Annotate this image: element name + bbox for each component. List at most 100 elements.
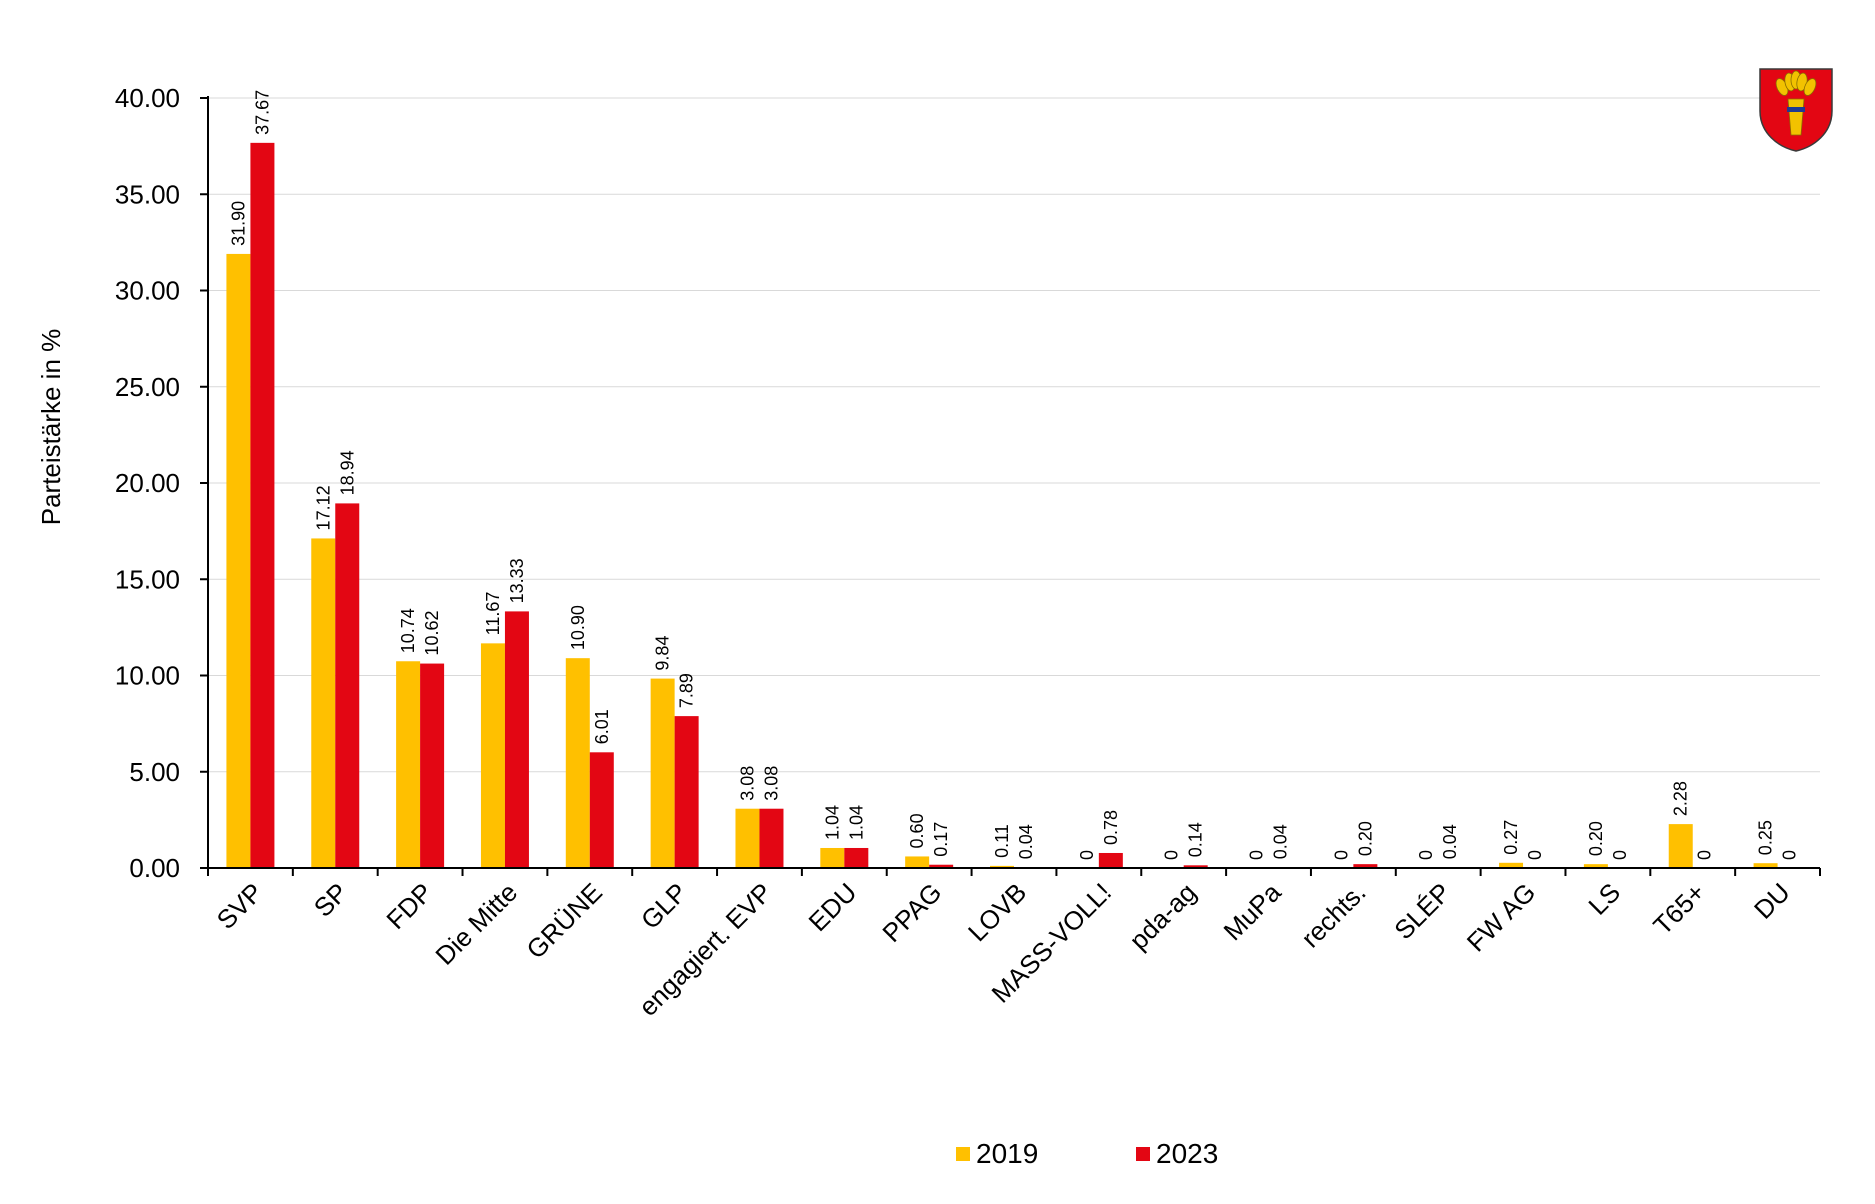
bar-2023-6	[759, 808, 784, 868]
bar-2023-5	[674, 716, 699, 868]
data-label-2019-10: 0	[1077, 850, 1097, 860]
category-label-5: GLP	[635, 877, 693, 935]
data-label-2023-14: 0.04	[1440, 824, 1460, 859]
bar-2019-5	[650, 678, 675, 868]
category-label-2: FDP	[380, 877, 438, 935]
legend: 2019 2023	[956, 1138, 1218, 1169]
coat-of-arms-wheat-sheaf-icon	[1759, 68, 1833, 152]
data-label-2019-13: 0	[1331, 850, 1351, 860]
bar-2019-3	[480, 643, 505, 868]
y-tick-label: 5.00	[129, 757, 180, 787]
bar-2019-18	[1753, 863, 1778, 868]
bar-2023-3	[504, 611, 529, 868]
bar-2019-1	[311, 538, 336, 868]
data-label-2023-17: 0	[1695, 850, 1715, 860]
bar-2023-7	[844, 847, 869, 868]
bars	[226, 142, 1778, 869]
data-label-2023-11: 0.14	[1186, 822, 1206, 857]
y-axis-title: Parteistärke in %	[36, 329, 66, 526]
bar-2023-1	[335, 503, 360, 868]
data-label-2023-3: 13.33	[507, 558, 527, 603]
category-label-16: LS	[1582, 877, 1626, 921]
data-label-2023-8: 0.17	[931, 822, 951, 857]
gridlines	[208, 97, 1820, 773]
data-label-2023-2: 10.62	[422, 611, 442, 656]
category-label-17: T65+	[1647, 877, 1711, 941]
data-label-2019-8: 0.60	[907, 813, 927, 848]
data-label-2019-6: 3.08	[737, 766, 757, 801]
data-label-2019-17: 2.28	[1671, 781, 1691, 816]
category-label-1: SP	[308, 877, 354, 923]
bar-2023-10	[1098, 852, 1123, 868]
data-label-2023-4: 6.01	[592, 709, 612, 744]
data-label-2019-16: 0.20	[1586, 821, 1606, 856]
data-label-2023-1: 18.94	[337, 450, 357, 495]
data-label-2019-12: 0	[1247, 850, 1267, 860]
data-label-2019-9: 0.11	[992, 824, 1012, 858]
data-label-2023-16: 0	[1610, 850, 1630, 860]
y-tick-label: 20.00	[115, 468, 180, 498]
bar-2023-0	[250, 142, 275, 869]
bar-2023-11	[1183, 865, 1208, 868]
bar-2023-8	[929, 864, 954, 868]
category-label-8: PPAG	[876, 877, 947, 948]
bar-2019-0	[226, 253, 251, 869]
y-tick-label: 15.00	[115, 564, 180, 594]
bar-2019-9	[990, 865, 1014, 868]
data-label-2019-18: 0.25	[1756, 820, 1776, 855]
category-label-18: DU	[1748, 877, 1796, 925]
y-tick-label: 30.00	[115, 276, 180, 306]
category-label-13: rechts.	[1295, 877, 1371, 953]
category-label-7: EDU	[803, 877, 863, 937]
category-label-0: SVP	[211, 877, 269, 935]
category-label-3: Die Mitte	[429, 877, 523, 971]
data-label-2019-1: 17.12	[313, 485, 333, 530]
category-label-15: FW AG	[1461, 877, 1541, 957]
bar-2019-16	[1583, 864, 1608, 868]
legend-swatch-2019	[956, 1147, 970, 1161]
y-tick-label: 35.00	[115, 179, 180, 209]
category-label-11: pda-ag	[1123, 877, 1201, 955]
data-label-2019-11: 0	[1162, 850, 1182, 860]
data-label-2023-6: 3.08	[761, 766, 781, 801]
data-label-2023-18: 0	[1780, 850, 1800, 860]
category-label-4: GRÜNE	[520, 877, 608, 965]
axes	[200, 96, 1821, 876]
bar-2019-15	[1499, 862, 1524, 868]
data-label-2023-15: 0	[1525, 850, 1545, 860]
bar-2019-17	[1668, 824, 1693, 868]
data-label-2019-4: 10.90	[568, 605, 588, 650]
data-label-2023-12: 0.04	[1271, 824, 1291, 859]
y-tick-label: 40.00	[115, 83, 180, 113]
bar-2019-6	[735, 808, 760, 868]
category-label-12: MuPa	[1218, 877, 1288, 947]
data-label-2023-0: 37.67	[252, 90, 272, 135]
data-label-2019-5: 9.84	[653, 636, 673, 671]
bar-2019-2	[396, 661, 421, 868]
data-label-2019-2: 10.74	[398, 608, 418, 653]
legend-label-2019: 2019	[976, 1138, 1038, 1169]
data-label-2023-5: 7.89	[677, 673, 697, 708]
data-label-2023-9: 0.04	[1016, 824, 1036, 859]
data-label-2019-15: 0.27	[1501, 820, 1521, 855]
bar-2023-2	[420, 663, 445, 868]
data-label-2023-7: 1.04	[846, 805, 866, 840]
bar-2023-13	[1353, 864, 1378, 868]
y-tick-label: 10.00	[115, 661, 180, 691]
y-tick-labels: 0.00 5.00 10.00 15.00 20.00 25.00 30.00 35.00 40…	[115, 83, 180, 883]
category-label-14: SLÉP	[1388, 877, 1456, 945]
data-label-2023-13: 0.20	[1355, 821, 1375, 856]
data-label-2019-14: 0	[1416, 850, 1436, 860]
y-tick-label: 0.00	[129, 853, 180, 883]
legend-label-2023: 2023	[1156, 1138, 1218, 1169]
y-tick-label: 25.00	[115, 372, 180, 402]
data-label-2019-0: 31.90	[228, 201, 248, 246]
bar-2019-4	[565, 658, 590, 868]
bar-2019-8	[905, 856, 930, 868]
category-label-9: LOVB	[962, 877, 1032, 947]
bar-2019-7	[820, 847, 845, 868]
legend-swatch-2023	[1136, 1147, 1150, 1161]
